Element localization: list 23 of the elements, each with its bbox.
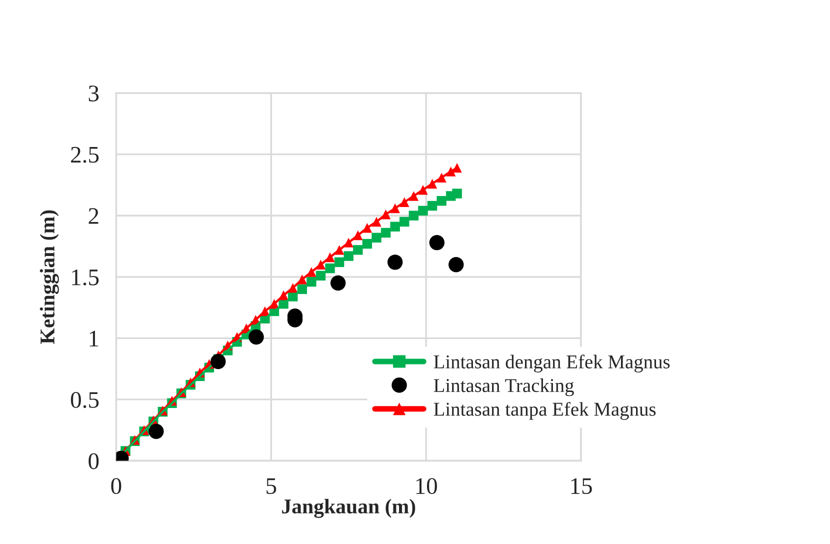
legend-label: Lintasan dengan Efek Magnus — [434, 354, 670, 372]
point — [452, 188, 462, 198]
legend-label: Lintasan tanpa Efek Magnus — [434, 402, 656, 420]
point — [387, 254, 403, 270]
y-tick-label: 1.5 — [72, 270, 99, 286]
legend-label: Lintasan Tracking — [434, 378, 574, 396]
point — [429, 234, 445, 250]
x-tick-label: 15 — [571, 478, 592, 494]
y-tick-label: 3 — [88, 86, 99, 102]
point — [330, 275, 346, 291]
y-axis-title: Ketinggian (m) — [40, 210, 59, 344]
point — [148, 424, 164, 439]
point — [448, 257, 464, 272]
x-axis-title: Jangkauan (m) — [282, 498, 416, 518]
y-tick-label: 1 — [90, 330, 98, 346]
y-tick-label: 0 — [88, 453, 99, 470]
x-tick-label: 0 — [111, 478, 122, 494]
y-tick-label: 2 — [88, 208, 98, 224]
x-tick-label: 10 — [416, 478, 437, 494]
point — [248, 329, 264, 345]
x-tick-label: 5 — [266, 478, 276, 494]
y-tick-label: 2.5 — [71, 146, 99, 163]
y-tick-label: 0.5 — [70, 392, 99, 408]
